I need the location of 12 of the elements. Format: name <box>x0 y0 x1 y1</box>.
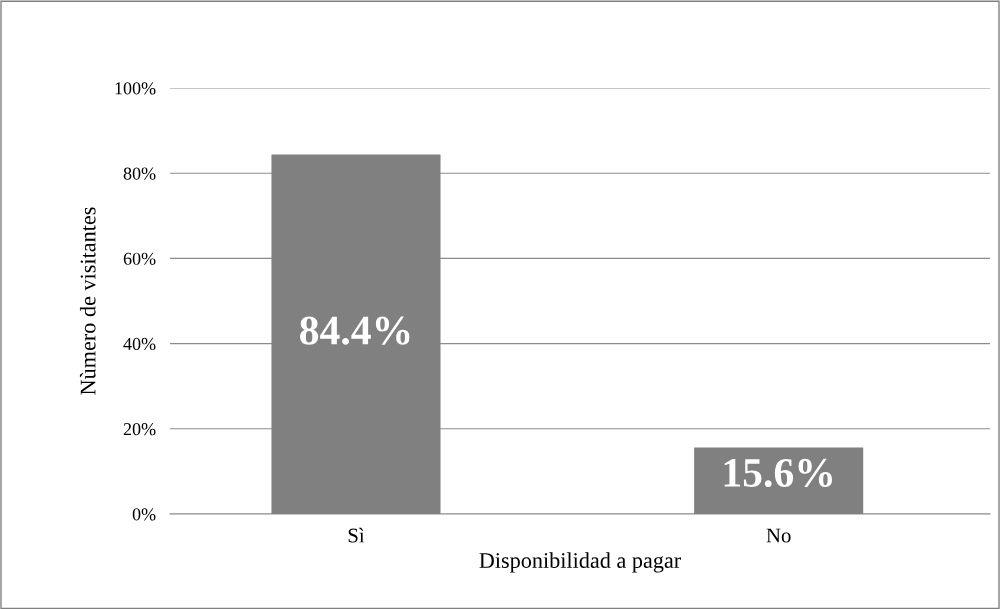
x-tick-label: Sì <box>348 527 365 543</box>
x-axis-title: Disponibilidad a pagar <box>479 552 682 573</box>
y-tick-label: 40% <box>123 337 156 351</box>
y-axis-title: Nùmero de visitantes <box>79 207 96 395</box>
y-tick-label: 80% <box>123 167 156 180</box>
y-tick-label: 0% <box>132 508 156 521</box>
y-tick-label: 100% <box>115 82 156 95</box>
y-tick-label: 20% <box>123 423 156 436</box>
data-label: 15.6% <box>724 458 833 488</box>
data-label: 84.4% <box>300 316 410 345</box>
y-tick-label: 60% <box>123 252 156 265</box>
x-tick-label: No <box>766 528 791 543</box>
